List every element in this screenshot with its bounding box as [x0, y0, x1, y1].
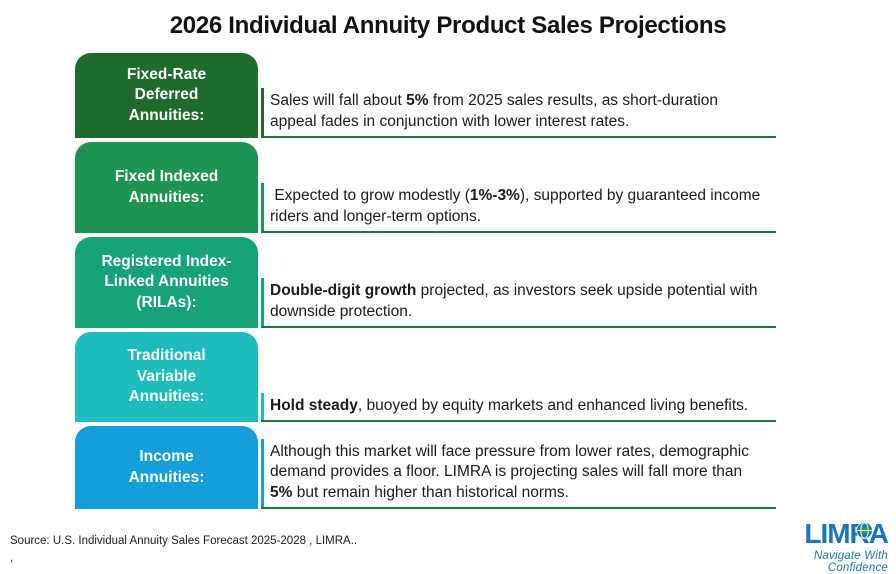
category-label: Income Annuities:	[128, 448, 205, 486]
category-box: Registered Index- Linked Annuities (RILAs)…	[75, 237, 258, 328]
row-description-area: Expected to grow modestly (1%-3%), suppo…	[261, 142, 776, 233]
limra-logo: LIMRA Navigate With Confidence	[760, 518, 889, 574]
source-note: Source: U.S. Individual Annuity Sales Fo…	[10, 533, 357, 568]
globe-icon	[856, 522, 873, 539]
row-description-area: Although this market will face pressure …	[261, 426, 776, 509]
annuity-row: Registered Index- Linked Annuities (RILAs)…	[75, 237, 776, 328]
category-box: Fixed Indexed Annuities:	[75, 142, 258, 233]
annuity-rows: Fixed-Rate Deferred Annuities: Sales will f…	[75, 53, 776, 509]
row-description: Expected to grow modestly (1%-3%), suppo…	[261, 183, 776, 231]
limra-logo-word: LIMRA	[804, 518, 889, 549]
annuity-row: Fixed-Rate Deferred Annuities: Sales will f…	[75, 53, 776, 138]
category-label: Traditional Variable Annuities:	[127, 347, 206, 406]
row-description: Double-digit growth projected, as invest…	[261, 278, 776, 326]
category-box: Traditional Variable Annuities:	[75, 332, 258, 422]
row-description-area: Sales will fall about 5% from 2025 sales…	[261, 53, 776, 138]
category-label: Fixed-Rate Deferred Annuities:	[126, 65, 207, 124]
row-description-area: Double-digit growth projected, as invest…	[261, 237, 776, 328]
annuity-row: Traditional Variable Annuities: Hold steady…	[75, 332, 776, 422]
limra-logo-text: LIMRA	[804, 518, 889, 549]
source-line-2: ,	[10, 552, 14, 565]
annuity-row: Income Annuities: Although this market wil…	[75, 426, 776, 509]
row-description: Sales will fall about 5% from 2025 sales…	[261, 88, 776, 136]
category-box: Fixed-Rate Deferred Annuities:	[75, 53, 258, 138]
row-description-area: Hold steady, buoyed by equity markets an…	[261, 332, 776, 422]
category-box: Income Annuities:	[75, 426, 258, 509]
category-label: Fixed Indexed Annuities:	[114, 168, 219, 206]
row-description: Hold steady, buoyed by equity markets an…	[261, 393, 756, 420]
page-title: 2026 Individual Annuity Product Sales Pr…	[169, 12, 727, 39]
limra-tagline: Navigate With Confidence	[813, 550, 888, 574]
annuity-row: Fixed Indexed Annuities: Expected to grow…	[75, 142, 776, 233]
row-description: Although this market will face pressure …	[261, 438, 776, 507]
category-label: Registered Index- Linked Annuities (RILAs)…	[101, 252, 232, 311]
source-line-1: Source: U.S. Individual Annuity Sales Fo…	[10, 535, 358, 547]
